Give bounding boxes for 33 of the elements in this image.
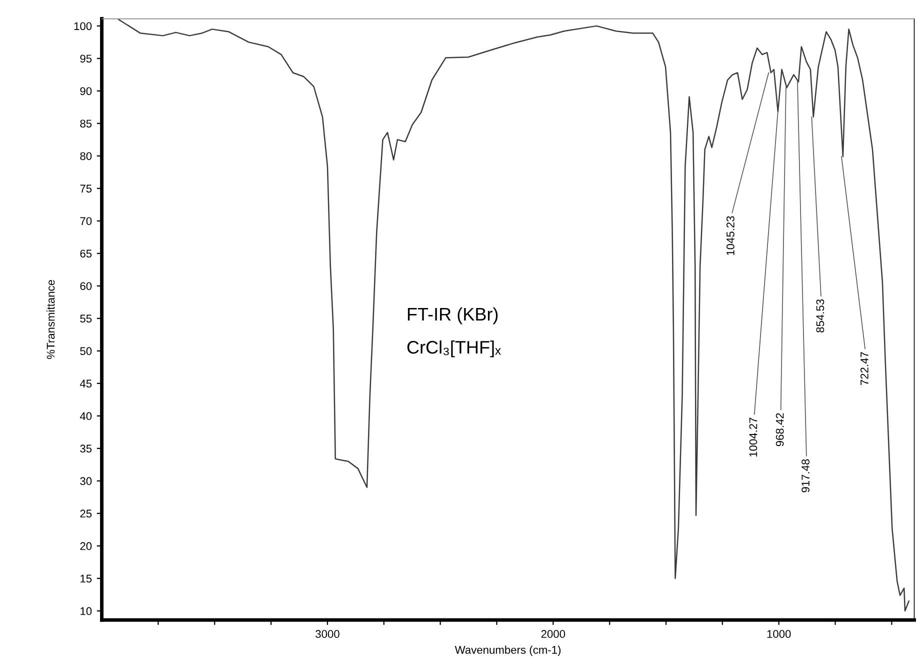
y-tick-label: 70: [80, 217, 92, 226]
annotation: 722.47: [860, 352, 868, 385]
y-tick-label: 55: [80, 314, 92, 323]
annotation: 968.42: [776, 413, 784, 446]
annotation: FT-IR (KBr): [408, 307, 498, 324]
y-tick-label: 75: [80, 184, 92, 193]
y-tick-label: 25: [80, 510, 92, 518]
y-tick-label: 60: [80, 282, 92, 290]
annotation: 1004.27: [749, 418, 758, 457]
y-tick-label: 15: [80, 574, 92, 583]
y-tick-label: 20: [80, 542, 92, 550]
y-tick-label: 35: [80, 444, 92, 453]
y-tick-label: 90: [80, 87, 92, 96]
y-tick-label: 80: [80, 152, 92, 160]
annotation: 1045.23: [726, 216, 734, 256]
x-axis-title: Wavenumbers (cm-1): [454, 646, 561, 656]
y-tick-label: 100: [74, 22, 92, 30]
y-tick-label: 40: [80, 412, 92, 420]
y-axis-title: %Transmittance: [46, 280, 55, 359]
y-tick-label: 65: [80, 250, 92, 258]
annotation: 917.48: [802, 459, 810, 492]
x-tick-label: 3000: [316, 630, 340, 638]
y-tick-label: 45: [80, 380, 92, 388]
x-tick-label: 1000: [767, 630, 791, 638]
annotation: CrCl₃[THF]ₓ: [407, 340, 501, 358]
y-tick-label: 10: [80, 607, 92, 616]
annotation: 854.53: [816, 299, 824, 332]
y-tick-label: 50: [80, 347, 92, 356]
y-tick-label: 85: [80, 120, 92, 128]
line-series: [118, 18, 910, 612]
y-tick-label: 95: [80, 54, 92, 63]
x-tick-label: 2000: [541, 630, 566, 638]
y-tick-label: 30: [80, 477, 92, 486]
